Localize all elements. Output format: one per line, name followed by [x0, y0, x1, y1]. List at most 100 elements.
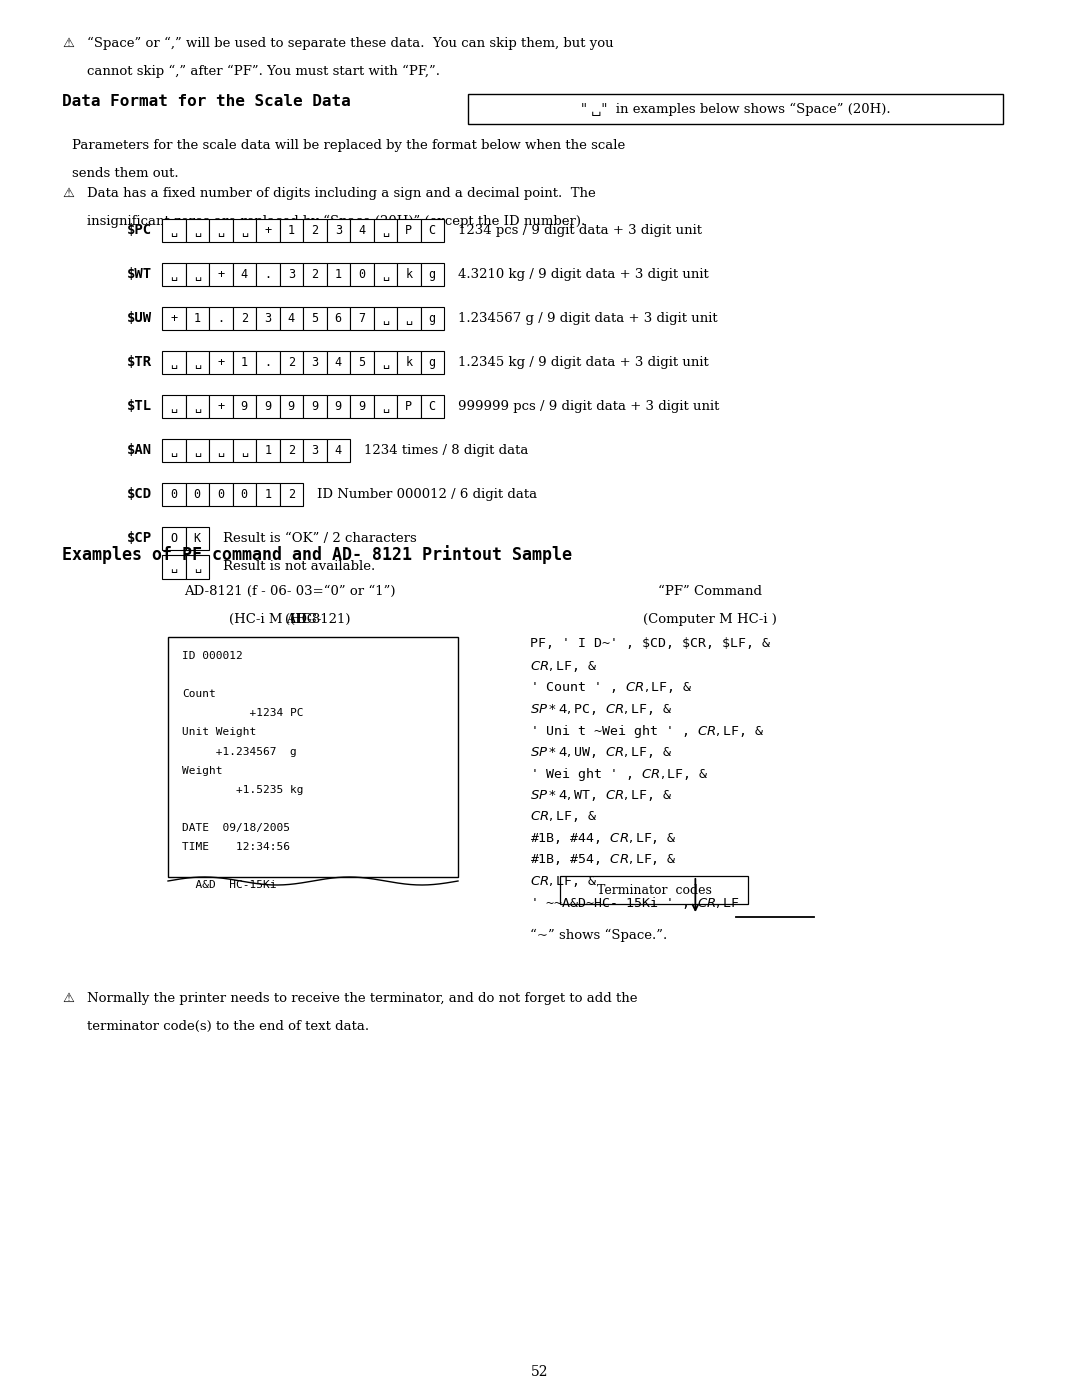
Bar — [186, 263, 210, 286]
Text: 1: 1 — [193, 312, 201, 324]
Text: 9: 9 — [265, 400, 271, 412]
Text: $CD: $CD — [126, 488, 152, 502]
Text: 1234 pcs / 9 digit data + 3 digit unit: 1234 pcs / 9 digit data + 3 digit unit — [458, 224, 702, 236]
Bar — [420, 306, 444, 330]
Bar — [232, 306, 256, 330]
Text: 4: 4 — [359, 224, 365, 236]
Bar — [350, 394, 374, 418]
Bar — [256, 439, 280, 462]
Text: 3: 3 — [335, 224, 341, 236]
Bar — [256, 218, 280, 242]
Text: K: K — [193, 532, 201, 545]
Text: 2: 2 — [287, 356, 295, 369]
Text: ␣: ␣ — [381, 400, 389, 412]
Text: ␣: ␣ — [381, 224, 389, 236]
Bar — [256, 482, 280, 506]
Text: ' Wei ght ' , $CR, $LF, &: ' Wei ght ' , $CR, $LF, & — [530, 766, 708, 782]
Text: $CR, $LF, &: $CR, $LF, & — [530, 809, 597, 824]
Text: Weight: Weight — [183, 766, 222, 775]
Text: P: P — [405, 400, 413, 412]
Text: +: + — [217, 268, 225, 281]
Text: 0: 0 — [359, 268, 365, 281]
Text: terminator code(s) to the end of text data.: terminator code(s) to the end of text da… — [87, 1020, 369, 1032]
Text: sends them out.: sends them out. — [72, 168, 178, 180]
Bar — [420, 218, 444, 242]
Text: “~” shows “Space.”.: “~” shows “Space.”. — [530, 929, 667, 942]
Text: Count: Count — [183, 689, 216, 700]
Text: $TR: $TR — [126, 355, 152, 369]
Bar — [350, 263, 374, 286]
Bar — [186, 306, 210, 330]
Text: 1: 1 — [265, 444, 271, 457]
Text: 4: 4 — [335, 356, 341, 369]
Text: ␣: ␣ — [171, 356, 177, 369]
Bar — [162, 263, 186, 286]
Bar — [326, 394, 350, 418]
Text: ID 000012: ID 000012 — [183, 651, 243, 661]
Text: 0: 0 — [193, 488, 201, 500]
Text: 2: 2 — [241, 312, 247, 324]
Text: O: O — [171, 532, 177, 545]
Text: $WT: $WT — [126, 267, 152, 281]
Text: ␣: ␣ — [193, 400, 201, 412]
Bar — [374, 306, 397, 330]
Text: +1.234567  g: +1.234567 g — [183, 746, 297, 757]
Text: ␣: ␣ — [381, 356, 389, 369]
Text: cannot skip “,” after “PF”. You must start with “PF,”.: cannot skip “,” after “PF”. You must sta… — [87, 66, 440, 78]
Bar — [186, 482, 210, 506]
Bar — [232, 351, 256, 374]
Text: ␣: ␣ — [381, 312, 389, 324]
Text: Result is not available.: Result is not available. — [222, 560, 375, 573]
Text: 9: 9 — [311, 400, 319, 412]
Bar — [397, 263, 420, 286]
Bar — [210, 218, 232, 242]
Bar — [162, 351, 186, 374]
Text: $UW: $UW — [126, 312, 152, 326]
Text: $CR, $LF, &: $CR, $LF, & — [530, 658, 597, 673]
Text: g: g — [429, 356, 436, 369]
Bar — [280, 306, 303, 330]
Bar — [162, 439, 186, 462]
Text: ␣: ␣ — [241, 444, 247, 457]
Bar — [350, 306, 374, 330]
Text: $SP*4, $UW, $CR, $LF, &: $SP*4, $UW, $CR, $LF, & — [530, 745, 673, 760]
Text: (HC-i M AD-8121): (HC-i M AD-8121) — [229, 613, 351, 626]
Bar — [232, 263, 256, 286]
Text: 1: 1 — [335, 268, 341, 281]
Text: .: . — [265, 268, 271, 281]
Text: ⚠: ⚠ — [62, 992, 73, 1004]
Bar — [256, 394, 280, 418]
Bar — [397, 351, 420, 374]
Text: 3: 3 — [265, 312, 271, 324]
Text: +1234 PC: +1234 PC — [183, 708, 303, 718]
Text: ␣: ␣ — [193, 444, 201, 457]
Text: insignificant zeros are replaced by “Space (20H)” (except the ID number).: insignificant zeros are replaced by “Spa… — [87, 215, 585, 228]
Text: Result is “OK” / 2 characters: Result is “OK” / 2 characters — [222, 532, 417, 545]
Text: ␣: ␣ — [405, 312, 413, 324]
Text: g: g — [429, 312, 436, 324]
Bar — [303, 218, 326, 242]
Text: 7: 7 — [359, 312, 365, 324]
Text: (HC-: (HC- — [285, 613, 316, 626]
Bar — [162, 527, 186, 550]
Text: ' ~~A&D~HC- 15Ki ' , $CR, $LF: ' ~~A&D~HC- 15Ki ' , $CR, $LF — [530, 895, 740, 911]
Bar — [210, 482, 232, 506]
Text: 1.234567 g / 9 digit data + 3 digit unit: 1.234567 g / 9 digit data + 3 digit unit — [458, 312, 717, 324]
Text: 9: 9 — [335, 400, 341, 412]
Text: Parameters for the scale data will be replaced by the format below when the scal: Parameters for the scale data will be re… — [72, 138, 625, 152]
Bar — [210, 263, 232, 286]
Bar — [420, 394, 444, 418]
Bar — [232, 439, 256, 462]
Bar — [326, 263, 350, 286]
Text: 0: 0 — [241, 488, 247, 500]
Bar — [162, 555, 186, 578]
Bar — [210, 351, 232, 374]
Text: " ␣"  in examples below shows “Space” (20H).: " ␣" in examples below shows “Space” (20… — [581, 102, 890, 116]
Bar — [162, 394, 186, 418]
Text: A&D  HC-15Ki: A&D HC-15Ki — [183, 880, 276, 890]
Bar — [232, 218, 256, 242]
Bar — [280, 439, 303, 462]
Bar — [162, 306, 186, 330]
Text: (Computer M HC-i ): (Computer M HC-i ) — [643, 613, 777, 626]
Bar — [397, 394, 420, 418]
